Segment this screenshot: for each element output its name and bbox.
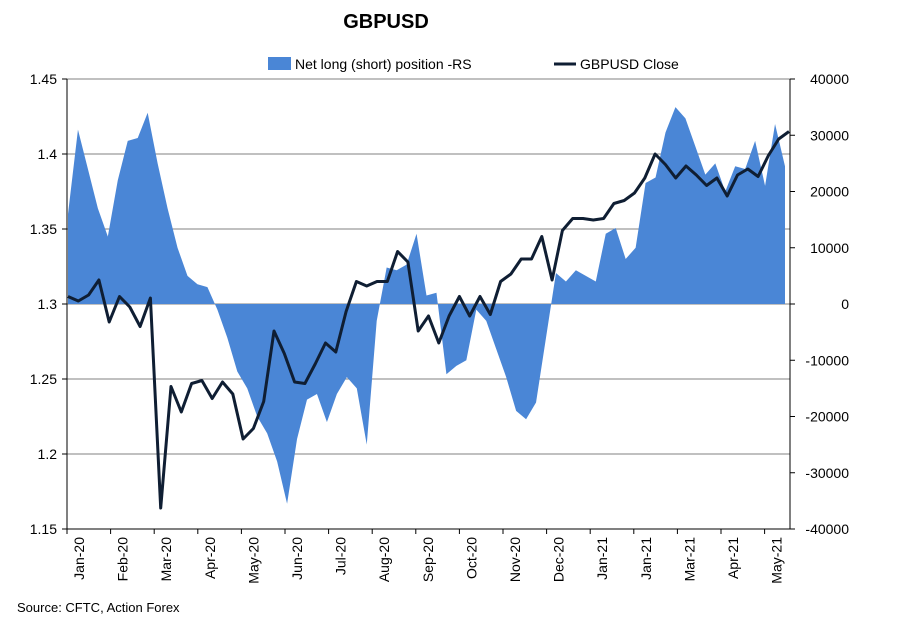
right-tick-label: -40000: [805, 521, 849, 537]
right-tick-label: 40000: [810, 71, 849, 87]
line-series: [67, 130, 790, 510]
legend: Net long (short) position -RS GBPUSD Clo…: [268, 56, 679, 72]
left-tick-label: 1.35: [30, 221, 57, 237]
left-tick-label: 1.15: [30, 521, 57, 537]
gbpusd-close-line: [67, 130, 790, 510]
right-tick-label: 30000: [810, 127, 849, 143]
x-axis-ticks: Jan-20 Feb-20 Mar-20 Apr-20 May-20 Jun-20 Jul-…: [66, 529, 785, 584]
area-series: [68, 107, 785, 504]
x-tick-label: Nov-20: [507, 537, 523, 582]
legend-area-label: Net long (short) position -RS: [295, 56, 472, 72]
left-tick-label: 1.4: [38, 146, 58, 162]
x-tick-label: Jul-20: [333, 537, 349, 575]
x-tick-label: Jan-21: [638, 537, 654, 580]
left-tick-label: 1.25: [30, 371, 57, 387]
x-tick-label: Mar-21: [681, 537, 697, 582]
x-tick-label: Jan-20: [71, 537, 87, 580]
right-tick-label: -20000: [805, 409, 849, 425]
right-axis-ticks: -40000 -30000 -20000 -10000 0 10000 20000 30000…: [790, 71, 849, 537]
right-tick-label: 20000: [810, 184, 849, 200]
x-tick-label: Apr-20: [202, 537, 218, 579]
x-tick-label: Jun-20: [289, 537, 305, 580]
right-tick-label: -30000: [805, 465, 849, 481]
legend-area-swatch: [268, 57, 291, 70]
x-tick-label: Mar-20: [158, 537, 174, 582]
net-position-area: [68, 107, 785, 504]
right-tick-label: -10000: [805, 352, 849, 368]
right-tick-label: 10000: [810, 240, 849, 256]
x-tick-label: Aug-20: [376, 537, 392, 582]
left-tick-label: 1.3: [38, 296, 58, 312]
left-axis-ticks: 1.15 1.2 1.25 1.3 1.35 1.4 1.45: [30, 71, 67, 537]
x-tick-label: Oct-20: [463, 537, 479, 579]
x-tick-label: Feb-20: [115, 537, 131, 582]
x-tick-label: May-20: [245, 537, 261, 584]
left-tick-label: 1.45: [30, 71, 57, 87]
x-tick-label: May-21: [769, 537, 785, 584]
x-tick-label: Dec-20: [551, 537, 567, 582]
x-tick-label: Apr-21: [725, 537, 741, 579]
x-tick-label: Jan-21: [594, 537, 610, 580]
chart-title: GBPUSD: [343, 11, 429, 33]
legend-line-label: GBPUSD Close: [580, 56, 679, 72]
x-tick-label: Sep-20: [420, 537, 436, 582]
right-tick-label: 0: [841, 296, 849, 312]
source-note: Source: CFTC, Action Forex: [17, 600, 180, 615]
left-tick-label: 1.2: [38, 446, 58, 462]
